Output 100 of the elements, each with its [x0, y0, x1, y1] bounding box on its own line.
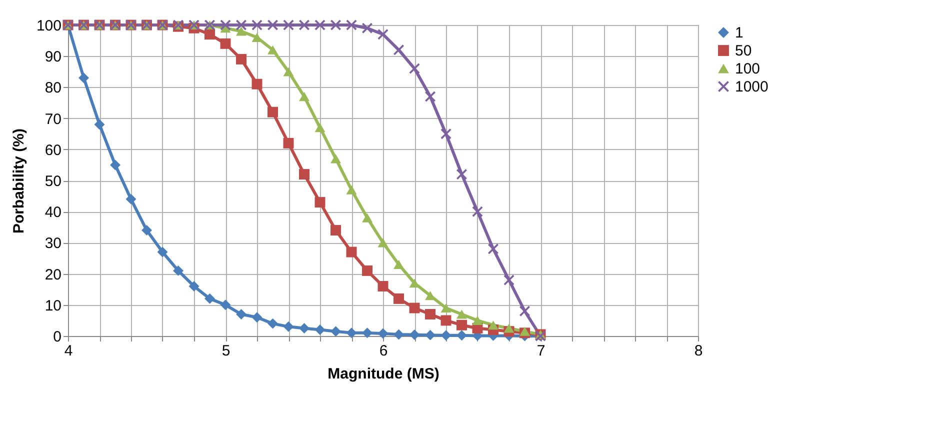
point [440, 303, 452, 313]
point [314, 197, 326, 208]
point [94, 119, 105, 130]
point [314, 20, 326, 30]
x-tick-label: 7 [536, 342, 546, 360]
y-tick-label: 100 [36, 18, 62, 34]
point [362, 328, 372, 338]
point [204, 29, 215, 40]
legend-label: 1 [735, 24, 744, 42]
point [425, 308, 436, 320]
point [330, 154, 341, 164]
point [236, 26, 246, 36]
point [236, 54, 246, 64]
y-axis-title: Porbability (%) [10, 128, 28, 234]
point [268, 45, 278, 54]
point [409, 330, 420, 340]
x-tick-label: 5 [222, 342, 230, 360]
point [425, 91, 436, 102]
x-tick-label: 6 [379, 342, 388, 360]
legend-label: 50 [735, 42, 752, 60]
point [425, 330, 436, 340]
point [346, 246, 357, 258]
point [126, 194, 136, 204]
point [299, 322, 310, 334]
y-tick-label: 0 [53, 328, 62, 346]
legend-label: 100 [735, 60, 760, 78]
legend-label: 1000 [735, 78, 768, 96]
y-tick-label: 70 [44, 110, 62, 128]
point [314, 123, 326, 132]
point [299, 92, 310, 102]
point [520, 326, 530, 336]
point [520, 306, 530, 316]
point [409, 63, 420, 74]
point [236, 20, 246, 30]
point [268, 106, 278, 118]
point [440, 128, 452, 140]
y-tick-label: 40 [44, 204, 62, 222]
point [378, 29, 388, 40]
point [362, 22, 372, 34]
point [220, 20, 231, 30]
point [220, 38, 231, 49]
point [346, 328, 357, 338]
point [362, 213, 372, 222]
point [456, 320, 467, 330]
point [299, 169, 310, 180]
point [268, 318, 278, 329]
point [409, 302, 420, 314]
point [394, 293, 404, 304]
point [394, 329, 404, 340]
point [283, 20, 294, 30]
point [472, 206, 483, 217]
point [346, 20, 357, 30]
point [488, 320, 498, 330]
point [456, 169, 467, 180]
point [472, 316, 483, 325]
y-tick-label: 60 [44, 142, 62, 159]
point [378, 280, 388, 292]
y-tick-label: 20 [44, 266, 62, 284]
point [456, 310, 467, 319]
point [188, 280, 200, 292]
point [504, 324, 514, 333]
point [394, 44, 404, 56]
point [157, 246, 168, 258]
point [378, 238, 388, 248]
point [173, 265, 184, 276]
point [283, 321, 294, 332]
x-tick-label: 4 [64, 342, 73, 360]
point [283, 67, 294, 76]
point [220, 300, 231, 310]
point [314, 324, 326, 336]
point [78, 72, 89, 84]
point [456, 330, 467, 341]
point [378, 328, 388, 339]
point [252, 312, 262, 323]
point [299, 20, 310, 30]
x-axis-title: Magnitude (MS) [328, 366, 440, 382]
point [425, 291, 436, 300]
y-tick-label: 80 [44, 80, 62, 97]
point [330, 20, 341, 30]
point [252, 20, 262, 30]
point [268, 20, 278, 30]
point [110, 160, 120, 170]
point [362, 265, 372, 276]
point [236, 308, 246, 320]
point [346, 185, 357, 194]
point [204, 293, 215, 304]
point [142, 225, 152, 236]
y-tick-label: 30 [44, 235, 62, 252]
point [440, 315, 452, 326]
point [488, 244, 498, 254]
y-tick-label: 90 [44, 48, 62, 66]
point [330, 225, 341, 236]
y-tick-label: 50 [44, 173, 62, 190]
point [330, 326, 341, 337]
point [252, 78, 262, 90]
point [440, 330, 452, 341]
point [504, 274, 514, 286]
point [283, 138, 294, 148]
point [394, 260, 404, 270]
y-tick-label: 10 [44, 297, 62, 314]
